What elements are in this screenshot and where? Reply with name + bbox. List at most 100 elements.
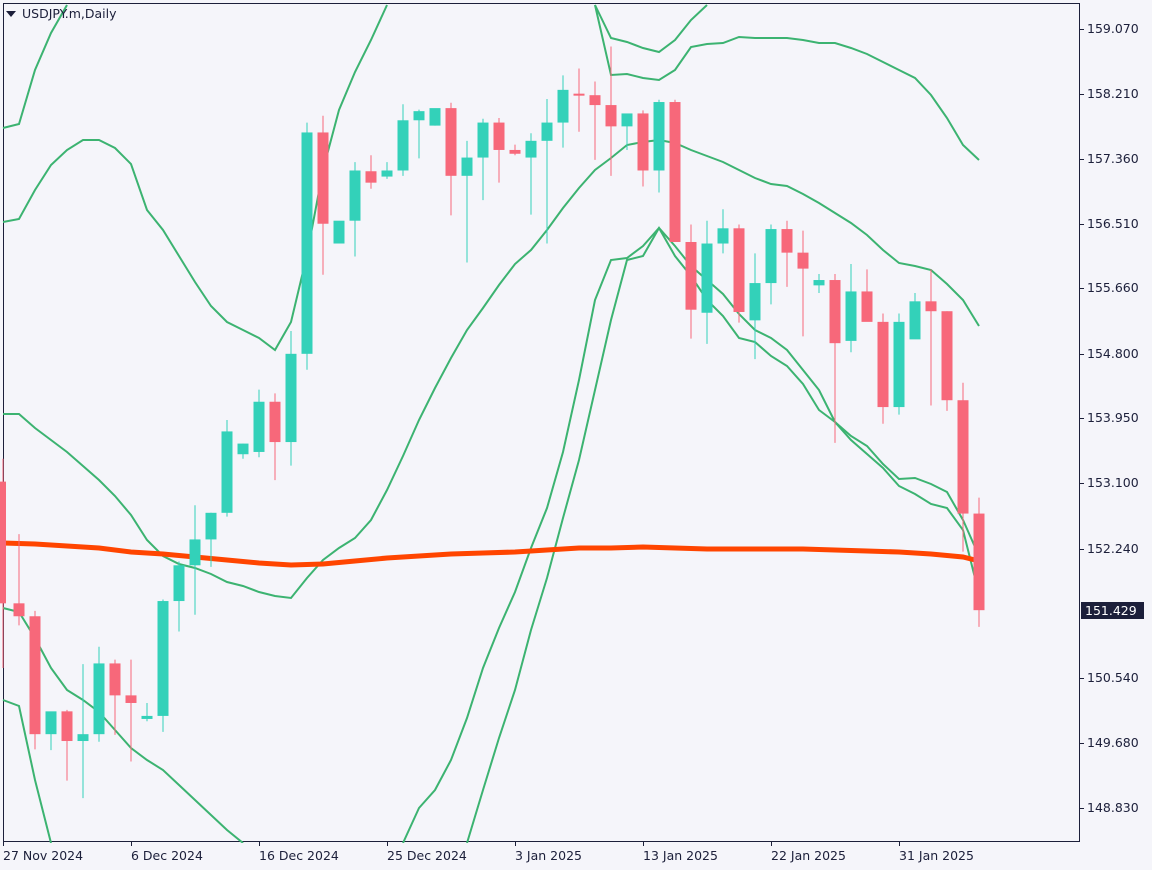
bull-candle	[525, 140, 537, 158]
price-tick	[1080, 677, 1084, 679]
price-label: 155.660	[1087, 280, 1139, 296]
price-label: 150.540	[1087, 669, 1139, 685]
bull-candle	[397, 120, 409, 171]
bull-candle	[157, 601, 169, 716]
bull-candle	[205, 512, 217, 540]
price-label: 149.680	[1087, 735, 1139, 751]
bull-candle	[173, 565, 185, 602]
band-lower-outer-right	[466, 226, 980, 843]
bull-candle	[189, 539, 201, 566]
bear-candle	[493, 122, 505, 150]
bear-candle	[589, 95, 601, 106]
band-lower-outer	[2, 699, 52, 843]
bear-candle	[317, 132, 329, 224]
price-tick	[1080, 159, 1084, 161]
price-tick	[1080, 353, 1084, 355]
price-label: 157.360	[1087, 151, 1139, 167]
time-tick	[259, 842, 260, 846]
band-mid-right-upper	[594, 4, 708, 54]
bear-candle	[29, 616, 41, 735]
bull-candle	[45, 711, 57, 735]
price-label: 154.800	[1087, 345, 1139, 361]
bull-candle	[93, 663, 105, 735]
price-label: 156.510	[1087, 215, 1139, 231]
price-label: 153.950	[1087, 410, 1139, 426]
bear-candle	[973, 513, 985, 611]
bull-candle	[765, 229, 777, 284]
time-tick	[3, 842, 4, 846]
band-upper-inner	[3, 138, 980, 600]
bear-candle	[365, 171, 377, 183]
time-label: 31 Jan 2025	[899, 848, 974, 863]
time-label: 3 Jan 2025	[515, 848, 582, 863]
bear-candle	[925, 301, 937, 312]
bear-candle	[781, 229, 793, 253]
bear-candle	[573, 93, 585, 96]
symbol-label: USDJPY.m,Daily	[22, 6, 117, 21]
price-tick	[1080, 807, 1084, 809]
bull-candle	[541, 122, 553, 141]
bear-candle	[13, 603, 25, 617]
bear-candle	[957, 400, 969, 514]
bull-candle	[717, 228, 729, 244]
price-plot[interactable]	[0, 0, 1080, 843]
triangle-down-icon[interactable]	[6, 10, 16, 17]
candlesticks	[0, 46, 985, 799]
band-mid-right-upper2	[594, 4, 980, 161]
bear-candle	[125, 695, 137, 703]
price-label: 153.100	[1087, 475, 1139, 491]
bear-candle	[829, 280, 841, 344]
bull-candle	[413, 111, 425, 121]
time-label: 27 Nov 2024	[3, 848, 84, 863]
time-label: 13 Jan 2025	[643, 848, 718, 863]
bear-candle	[877, 321, 889, 408]
price-tick	[1080, 418, 1084, 420]
bear-candle	[669, 102, 681, 242]
time-tick	[771, 842, 772, 846]
bull-candle	[301, 132, 313, 354]
bear-candle	[941, 311, 953, 401]
bull-candle	[813, 280, 825, 286]
time-tick	[131, 842, 132, 846]
bull-candle	[253, 401, 265, 452]
time-tick	[899, 842, 900, 846]
price-label: 152.240	[1087, 540, 1139, 556]
bull-candle	[749, 283, 761, 321]
price-tick	[1080, 743, 1084, 745]
band-lower-inner	[2, 607, 244, 843]
time-tick	[643, 842, 644, 846]
bear-candle	[733, 228, 745, 312]
current-price-tag: 151.429	[1081, 602, 1144, 619]
bear-candle	[0, 481, 6, 604]
bull-candle	[461, 157, 473, 176]
band-upper-mid	[2, 4, 388, 352]
bear-candle	[861, 291, 873, 322]
chart-area[interactable]	[3, 3, 1080, 842]
bull-candle	[477, 122, 489, 158]
bull-candle	[653, 102, 665, 171]
price-tick	[1080, 29, 1084, 30]
bear-candle	[637, 113, 649, 171]
symbol-title[interactable]: USDJPY.m,Daily	[6, 6, 117, 21]
bear-candle	[605, 105, 617, 127]
bear-candle	[61, 711, 73, 742]
bear-candle	[797, 252, 809, 269]
price-label: 148.830	[1087, 799, 1139, 815]
bull-candle	[141, 715, 153, 719]
time-label: 22 Jan 2025	[771, 848, 846, 863]
bull-candle	[909, 301, 921, 340]
bull-candle	[77, 734, 89, 742]
bull-candle	[845, 291, 857, 341]
time-label: 25 Dec 2024	[387, 848, 467, 863]
band-upper-outer	[2, 4, 68, 129]
bull-candle	[701, 243, 713, 313]
bear-candle	[269, 401, 281, 443]
bull-candle	[893, 321, 905, 408]
price-label: 159.070	[1087, 21, 1139, 36]
bear-candle	[109, 663, 121, 696]
price-label: 158.210	[1087, 86, 1139, 102]
time-tick	[515, 842, 516, 846]
bull-candle	[621, 113, 633, 127]
price-tick	[1080, 288, 1084, 290]
bear-candle	[445, 108, 457, 176]
